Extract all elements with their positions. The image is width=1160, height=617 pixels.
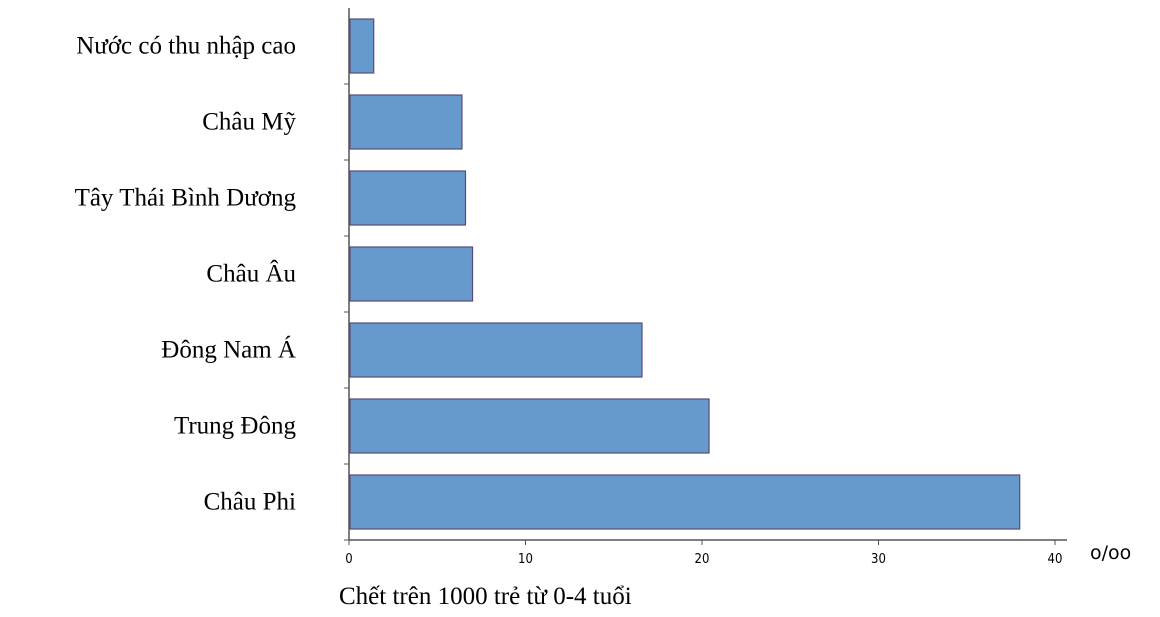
- x-axis-unit: o/oo: [1090, 542, 1131, 564]
- category-label: Châu Âu: [206, 260, 296, 288]
- bar: [349, 94, 463, 150]
- category-label: Đông Nam Á: [161, 336, 296, 364]
- category-label: Châu Phi: [204, 489, 296, 516]
- category-label: Trung Đông: [174, 413, 297, 440]
- bar: [349, 474, 1021, 530]
- bars-layer: [349, 18, 1021, 530]
- x-axis-title: Chết trên 1000 trẻ từ 0-4 tuổi: [339, 583, 632, 610]
- labels-layer: Nước có thu nhập cao Châu Mỹ Tây Thái Bình…: [75, 33, 1063, 568]
- x-tick-label: 40: [1048, 552, 1063, 567]
- category-label: Tây Thái Bình Dương: [75, 185, 297, 212]
- bar: [349, 322, 643, 378]
- axes-layer: [344, 8, 1067, 545]
- bar: [349, 246, 474, 302]
- category-label: Nước có thu nhập cao: [76, 33, 296, 60]
- bar: [349, 18, 375, 74]
- x-tick-label: 0: [345, 552, 352, 567]
- x-tick-label: 20: [695, 552, 710, 567]
- category-label: Châu Mỹ: [202, 109, 296, 136]
- bar: [349, 170, 467, 226]
- x-tick-label: 30: [871, 552, 886, 567]
- x-tick-label: 10: [518, 552, 533, 567]
- bar: [349, 398, 710, 454]
